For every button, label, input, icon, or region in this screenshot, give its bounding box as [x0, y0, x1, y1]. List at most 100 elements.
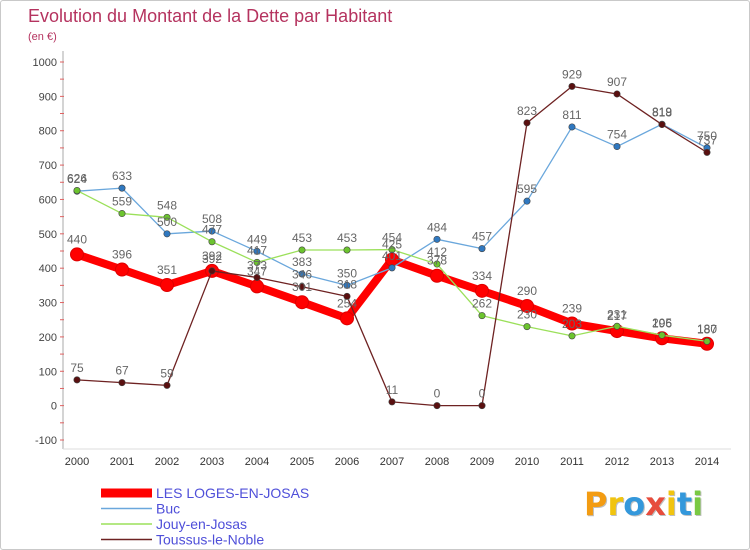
x-tick-label: 2011 [560, 456, 584, 468]
data-label-les-loges-en-josas: 196 [652, 316, 672, 330]
data-label-jouy-en-josas: 417 [247, 243, 267, 257]
data-label-buc: 383 [292, 255, 312, 269]
y-tick-label: 0 [51, 401, 57, 413]
data-label-toussus-le-noble: 346 [292, 268, 312, 282]
data-point-toussus-le-noble [388, 398, 396, 406]
legend-label: Toussus-le-Noble [156, 532, 264, 548]
data-label-les-loges-en-josas: 425 [382, 238, 402, 252]
series-jouy-en-josas [73, 187, 711, 345]
data-point-jouy-en-josas [658, 331, 666, 339]
logo-letter: o [623, 485, 646, 523]
data-point-toussus-le-noble [163, 381, 171, 389]
data-label-les-loges-en-josas: 440 [67, 232, 87, 246]
logo-letter: x [645, 485, 666, 523]
y-tick-label: 800 [39, 126, 57, 138]
series-lines [70, 82, 714, 410]
chart-title: Evolution du Montant de la Dette par Hab… [28, 6, 393, 26]
x-tick-label: 2013 [650, 456, 674, 468]
data-label-buc: 754 [607, 128, 627, 142]
x-tick-label: 2012 [605, 456, 629, 468]
x-tick-label: 2003 [200, 456, 224, 468]
data-label-jouy-en-josas: 231 [607, 307, 627, 321]
data-point-jouy-en-josas [208, 238, 216, 246]
data-label-jouy-en-josas: 453 [337, 231, 357, 245]
data-label-toussus-le-noble: 318 [337, 277, 357, 291]
data-point-jouy-en-josas [118, 210, 126, 218]
data-label-toussus-le-noble: 823 [517, 104, 537, 118]
logo-letter: i [692, 485, 704, 523]
y-tick-label: 200 [39, 332, 57, 344]
legend-label: Buc [156, 501, 180, 517]
data-point-toussus-le-noble [433, 402, 441, 410]
data-label-les-loges-en-josas: 290 [517, 284, 537, 298]
data-label-jouy-en-josas: 453 [292, 231, 312, 245]
x-tick-label: 2014 [695, 456, 719, 468]
data-point-jouy-en-josas [163, 213, 171, 221]
y-tick-label: 600 [39, 194, 57, 206]
data-label-jouy-en-josas: 187 [697, 322, 717, 336]
data-label-les-loges-en-josas: 239 [562, 302, 582, 316]
x-tick-label: 2004 [245, 456, 269, 468]
data-labels: 440 396 351 392 347 301 254 425 378 334 290 239 217 1… [67, 67, 717, 400]
data-label-toussus-le-noble: 75 [70, 361, 84, 375]
x-tick-label: 2008 [425, 456, 449, 468]
data-label-les-loges-en-josas: 217 [607, 309, 627, 323]
data-label-buc: 350 [337, 266, 357, 280]
data-point-toussus-le-noble [568, 82, 576, 90]
series-les-loges-en-josas [70, 247, 714, 351]
data-label-buc: 633 [112, 169, 132, 183]
data-point-buc [343, 281, 351, 289]
data-point-les-loges-en-josas [250, 279, 264, 294]
data-label-les-loges-en-josas: 396 [112, 248, 132, 262]
data-label-les-loges-en-josas: 392 [202, 249, 222, 263]
data-point-buc [478, 245, 486, 253]
legend-item: Buc [101, 501, 180, 517]
x-tick-label: 2005 [290, 456, 314, 468]
data-label-jouy-en-josas: 230 [517, 308, 537, 322]
axes: 10009008007006005004003002001000-1002000… [33, 51, 731, 468]
x-tick-label: 2000 [65, 456, 89, 468]
x-tick-label: 2007 [380, 456, 404, 468]
data-point-buc [298, 270, 306, 278]
data-label-buc: 624 [67, 172, 87, 186]
data-label-les-loges-en-josas: 254 [337, 296, 357, 310]
y-tick-label: 900 [39, 91, 57, 103]
data-point-toussus-le-noble [523, 119, 531, 127]
data-point-buc [613, 143, 621, 151]
data-label-les-loges-en-josas: 180 [697, 322, 717, 336]
data-point-jouy-en-josas [568, 332, 576, 340]
y-tick-label: 500 [39, 229, 57, 241]
data-label-buc: 484 [427, 220, 447, 234]
x-tick-label: 2001 [110, 456, 134, 468]
data-label-toussus-le-noble: 818 [652, 106, 672, 120]
y-tick-label: 300 [39, 298, 57, 310]
y-tick-label: 400 [39, 263, 57, 275]
data-point-les-loges-en-josas [475, 283, 489, 298]
data-label-les-loges-en-josas: 378 [427, 254, 447, 268]
legend: LES LOGES-EN-JOSASBucJouy-en-JosasToussu… [101, 485, 309, 548]
data-point-les-loges-en-josas [295, 295, 309, 310]
x-tick-label: 2010 [515, 456, 539, 468]
series-toussus-le-noble [73, 82, 711, 410]
data-label-les-loges-en-josas: 334 [472, 269, 492, 283]
data-label-jouy-en-josas: 559 [112, 195, 132, 209]
data-label-buc: 500 [157, 215, 177, 229]
data-point-buc [523, 197, 531, 205]
logo-letter: i [665, 485, 677, 523]
y-tick-label: 1000 [33, 57, 57, 69]
data-point-buc [388, 264, 396, 272]
legend-item: Toussus-le-Noble [101, 532, 264, 548]
chart-subtitle: (en €) [28, 31, 57, 43]
data-point-toussus-le-noble [208, 267, 216, 275]
data-point-toussus-le-noble [253, 273, 261, 281]
data-point-jouy-en-josas [388, 246, 396, 254]
data-label-les-loges-en-josas: 351 [157, 263, 177, 277]
data-point-buc [163, 230, 171, 238]
data-point-jouy-en-josas [703, 337, 711, 345]
data-point-jouy-en-josas [298, 246, 306, 254]
data-point-les-loges-en-josas [160, 278, 174, 293]
data-point-toussus-le-noble [343, 292, 351, 300]
data-point-buc [208, 227, 216, 235]
data-label-toussus-le-noble: 737 [697, 133, 717, 147]
